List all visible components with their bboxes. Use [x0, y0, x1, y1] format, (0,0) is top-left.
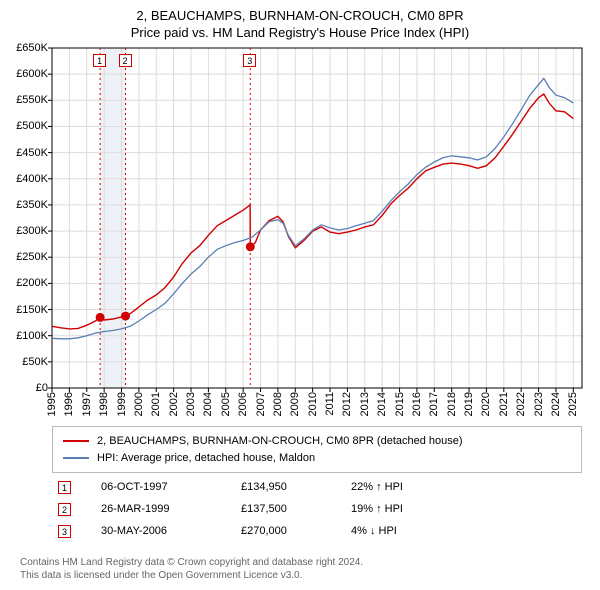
x-tick-label: 2024 — [550, 392, 562, 416]
x-tick-label: 2021 — [498, 392, 510, 416]
event-marker-1: 1 — [58, 481, 71, 494]
event-hpi-2: 19% ↑ HPI — [351, 503, 403, 515]
x-tick-label: 1996 — [63, 392, 75, 416]
event-price-1: £134,950 — [241, 481, 351, 493]
y-tick-label: £600K — [16, 68, 48, 80]
chart-container: 2, BEAUCHAMPS, BURNHAM-ON-CROUCH, CM0 8P… — [0, 0, 600, 590]
y-tick-label: £100K — [16, 330, 48, 342]
legend-row-property: 2, BEAUCHAMPS, BURNHAM-ON-CROUCH, CM0 8P… — [63, 433, 571, 450]
y-tick-label: £500K — [16, 120, 48, 132]
x-tick-label: 1999 — [116, 392, 128, 416]
chart-svg — [52, 48, 582, 388]
x-tick-label: 2012 — [341, 392, 353, 416]
title-line-1: 2, BEAUCHAMPS, BURNHAM-ON-CROUCH, CM0 8P… — [0, 8, 600, 25]
x-tick-label: 2023 — [533, 392, 545, 416]
x-tick-label: 1995 — [46, 392, 58, 416]
legend-label-property: 2, BEAUCHAMPS, BURNHAM-ON-CROUCH, CM0 8P… — [97, 433, 463, 450]
x-tick-label: 2010 — [307, 392, 319, 416]
title-block: 2, BEAUCHAMPS, BURNHAM-ON-CROUCH, CM0 8P… — [0, 0, 600, 42]
event-price-2: £137,500 — [241, 503, 351, 515]
footer-line-1: Contains HM Land Registry data © Crown c… — [20, 557, 363, 570]
event-row-3: 3 30-MAY-2006 £270,000 4% ↓ HPI — [52, 520, 582, 542]
footer-line-2: This data is licensed under the Open Gov… — [20, 570, 363, 583]
x-tick-label: 1997 — [81, 392, 93, 416]
event-date-2: 26-MAR-1999 — [101, 503, 241, 515]
x-tick-label: 2007 — [255, 392, 267, 416]
x-tick-label: 2022 — [515, 392, 527, 416]
y-tick-label: £350K — [16, 199, 48, 211]
x-tick-label: 2004 — [202, 392, 214, 416]
title-line-2: Price paid vs. HM Land Registry's House … — [0, 25, 600, 42]
x-tick-label: 1998 — [98, 392, 110, 416]
footer: Contains HM Land Registry data © Crown c… — [20, 557, 363, 582]
x-tick-label: 2003 — [185, 392, 197, 416]
sale-marker-3: 3 — [243, 54, 256, 67]
x-tick-label: 2014 — [376, 392, 388, 416]
x-tick-label: 2002 — [168, 392, 180, 416]
event-price-3: £270,000 — [241, 525, 351, 537]
x-tick-label: 2017 — [428, 392, 440, 416]
y-tick-label: £550K — [16, 94, 48, 106]
event-date-1: 06-OCT-1997 — [101, 481, 241, 493]
y-tick-label: £150K — [16, 304, 48, 316]
x-tick-label: 2006 — [237, 392, 249, 416]
x-tick-label: 2019 — [463, 392, 475, 416]
legend-box: 2, BEAUCHAMPS, BURNHAM-ON-CROUCH, CM0 8P… — [52, 426, 582, 473]
x-tick-label: 2000 — [133, 392, 145, 416]
legend-swatch-property — [63, 440, 89, 442]
x-tick-label: 2020 — [480, 392, 492, 416]
y-tick-label: £400K — [16, 173, 48, 185]
legend-swatch-hpi — [63, 457, 89, 459]
x-tick-label: 2018 — [446, 392, 458, 416]
y-tick-label: £250K — [16, 251, 48, 263]
chart-area: £0£50K£100K£150K£200K£250K£300K£350K£400… — [52, 48, 582, 388]
y-tick-label: £200K — [16, 277, 48, 289]
event-row-2: 2 26-MAR-1999 £137,500 19% ↑ HPI — [52, 498, 582, 520]
x-tick-label: 2013 — [359, 392, 371, 416]
y-tick-label: £50K — [22, 356, 48, 368]
x-tick-label: 2025 — [567, 392, 579, 416]
x-tick-label: 2011 — [324, 392, 336, 416]
event-hpi-1: 22% ↑ HPI — [351, 481, 403, 493]
sale-events: 1 06-OCT-1997 £134,950 22% ↑ HPI 2 26-MA… — [52, 470, 582, 548]
x-tick-label: 2008 — [272, 392, 284, 416]
event-marker-2: 2 — [58, 503, 71, 516]
y-tick-label: £450K — [16, 147, 48, 159]
x-tick-label: 2009 — [289, 392, 301, 416]
y-tick-label: £650K — [16, 42, 48, 54]
event-hpi-3: 4% ↓ HPI — [351, 525, 397, 537]
x-tick-label: 2015 — [394, 392, 406, 416]
x-tick-label: 2001 — [150, 392, 162, 416]
sale-marker-1: 1 — [93, 54, 106, 67]
legend-row-hpi: HPI: Average price, detached house, Mald… — [63, 450, 571, 467]
legend-label-hpi: HPI: Average price, detached house, Mald… — [97, 450, 315, 467]
event-marker-3: 3 — [58, 525, 71, 538]
x-tick-label: 2016 — [411, 392, 423, 416]
x-tick-label: 2005 — [220, 392, 232, 416]
y-tick-label: £300K — [16, 225, 48, 237]
event-row-1: 1 06-OCT-1997 £134,950 22% ↑ HPI — [52, 476, 582, 498]
sale-marker-2: 2 — [119, 54, 132, 67]
event-date-3: 30-MAY-2006 — [101, 525, 241, 537]
